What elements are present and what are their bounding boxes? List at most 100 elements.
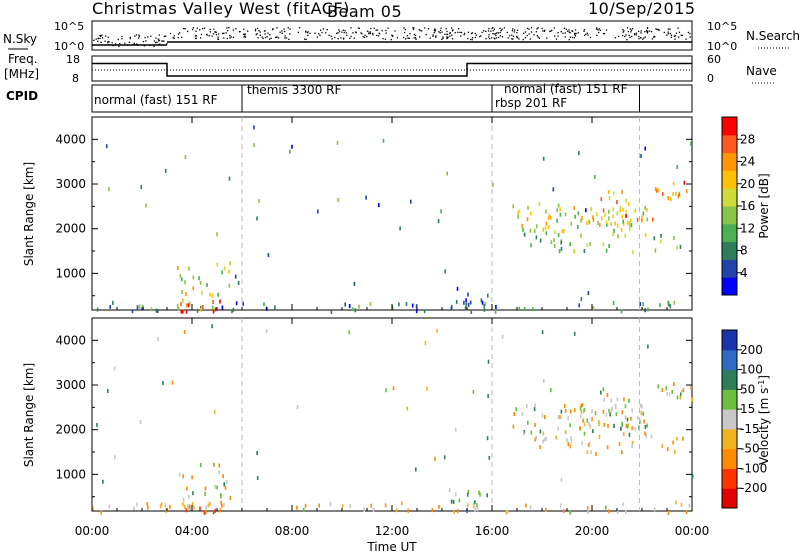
nsky-point xyxy=(244,34,246,36)
echo-cell xyxy=(456,509,459,514)
nsky-point xyxy=(489,38,491,40)
velocity-colorbar-segment xyxy=(722,488,737,509)
nsky-point xyxy=(640,32,642,34)
echo-cell xyxy=(573,205,576,210)
nsky-point xyxy=(602,33,605,35)
echo-cell xyxy=(673,300,676,305)
nsky-point xyxy=(257,37,259,39)
echo-cell xyxy=(522,227,524,232)
echo-cell xyxy=(570,438,573,443)
echo-cell xyxy=(466,509,468,514)
range-tick-label: 4000 xyxy=(55,132,86,146)
nsky-point xyxy=(445,28,447,30)
echo-cell xyxy=(487,359,490,364)
nsky-point xyxy=(281,30,283,32)
velocity-colorbar-segment xyxy=(722,409,737,430)
nsky-point xyxy=(446,36,448,38)
nsky-point xyxy=(421,30,423,32)
echo-cell xyxy=(218,470,220,475)
nsky-trace xyxy=(92,27,692,48)
echo-cell xyxy=(625,423,628,428)
nsky-point xyxy=(460,31,463,34)
echo-cell xyxy=(530,430,533,435)
echo-cell xyxy=(617,234,619,239)
echo-cell xyxy=(463,300,465,305)
nsky-point xyxy=(97,37,99,39)
nsky-point xyxy=(460,35,462,37)
nsky-point xyxy=(403,31,406,34)
echo-cell xyxy=(671,389,673,394)
nsky-point xyxy=(114,43,117,45)
echo-cell xyxy=(667,196,670,201)
nsky-point xyxy=(589,36,592,39)
echo-cell xyxy=(605,412,608,417)
nsky-point xyxy=(325,32,327,34)
nsky-point xyxy=(680,34,682,36)
nsky-point xyxy=(173,35,175,37)
echo-cell xyxy=(676,245,678,250)
nsky-point xyxy=(529,38,531,40)
nsky-point xyxy=(429,37,431,39)
echo-cell xyxy=(450,306,453,311)
echo-cell xyxy=(609,412,611,417)
cpid-mode-label: rbsp 201 RF xyxy=(495,96,567,110)
nsky-point xyxy=(200,37,202,39)
echo-cell xyxy=(622,502,625,507)
echo-cell xyxy=(199,506,201,511)
echo-cell xyxy=(348,304,351,308)
nsky-point xyxy=(536,28,538,30)
echo-cell xyxy=(621,214,624,219)
nsky-point xyxy=(368,31,370,33)
echo-cell xyxy=(613,228,615,233)
nsky-point xyxy=(435,36,437,38)
nsky-point xyxy=(268,38,271,40)
echo-cell xyxy=(598,422,600,426)
echo-cell xyxy=(372,507,375,512)
echo-cell xyxy=(160,502,163,507)
nsky-point xyxy=(229,37,231,39)
echo-cell xyxy=(552,187,555,192)
nsky-point xyxy=(255,28,257,30)
echo-cell xyxy=(450,499,453,504)
nsky-point xyxy=(492,30,494,32)
nsky-point xyxy=(166,43,168,45)
nsky-point xyxy=(342,29,344,31)
echo-cell xyxy=(192,275,195,280)
nsky-point xyxy=(663,31,665,34)
echo-cell xyxy=(590,207,593,212)
echo-cell xyxy=(563,404,566,408)
nsky-point xyxy=(307,34,309,37)
nsky-point xyxy=(289,33,291,35)
echo-cell xyxy=(622,207,624,212)
nsky-point xyxy=(100,35,102,37)
echo-cell xyxy=(636,217,639,222)
nsky-point xyxy=(129,37,131,40)
echo-cell xyxy=(580,218,582,223)
nsky-point xyxy=(573,37,576,39)
nsky-point xyxy=(523,32,525,34)
nsky-point xyxy=(677,27,679,29)
velocity-colorbar-segment xyxy=(722,389,737,410)
echo-cell xyxy=(157,336,159,341)
echo-cell xyxy=(169,505,171,510)
echo-cell xyxy=(512,204,514,209)
echo-cell xyxy=(426,386,428,391)
nsky-point xyxy=(463,32,466,34)
nsky-point xyxy=(526,34,528,37)
nsky-point xyxy=(150,35,152,37)
nsky-point xyxy=(330,35,332,37)
nsky-point xyxy=(492,33,494,35)
nsky-point xyxy=(550,30,552,32)
time-axis: 00:00 04:00 08:00 12:00 16:00 20:00 00:00 xyxy=(75,117,709,538)
echo-cell xyxy=(661,192,664,196)
echo-cell xyxy=(525,503,527,508)
nsky-point xyxy=(158,43,160,45)
echo-cell xyxy=(177,266,179,270)
echo-cell xyxy=(563,228,565,233)
nsky-point xyxy=(228,27,230,29)
nsky-point xyxy=(425,33,427,36)
nsky-point xyxy=(568,39,570,41)
nsky-point xyxy=(346,34,348,36)
nsky-point xyxy=(673,35,676,37)
nsky-point xyxy=(405,38,407,40)
